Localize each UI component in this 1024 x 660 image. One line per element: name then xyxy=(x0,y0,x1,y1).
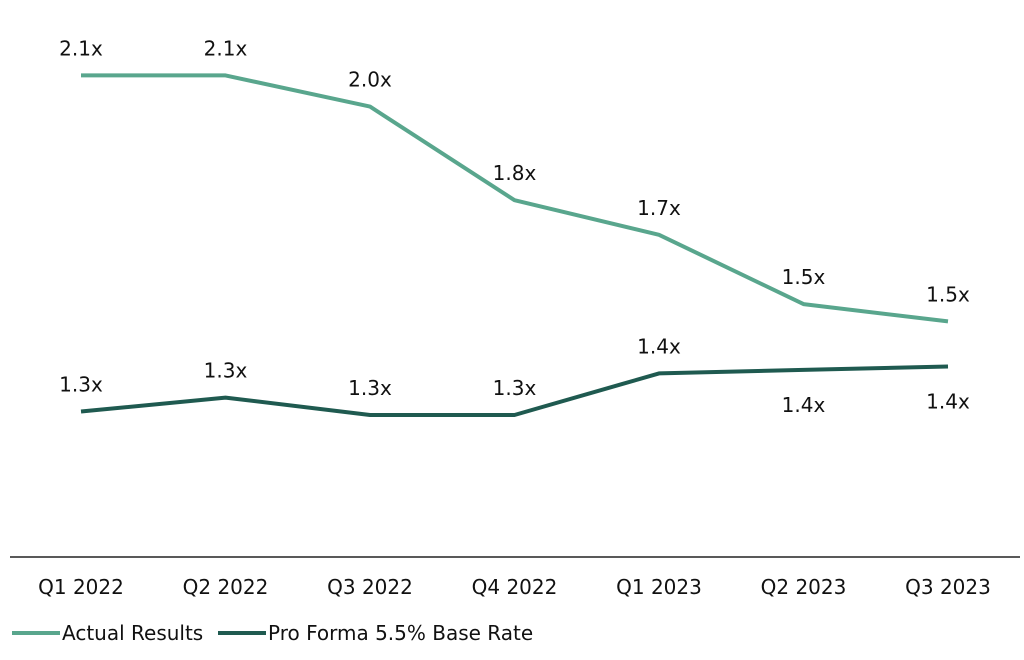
data-label-s0-6: 1.5x xyxy=(926,282,970,306)
data-label-s1-3: 1.3x xyxy=(493,376,537,400)
x-tick-label: Q4 2022 xyxy=(472,575,558,599)
data-label-s0-4: 1.7x xyxy=(637,196,681,220)
data-label-layer: 2.1x 2.1x 2.0x 1.8x 1.7x 1.5x 1.5x 1.3x 1.3x 1.3x… xyxy=(59,36,970,417)
data-label-s1-6: 1.4x xyxy=(926,390,970,414)
data-label-s0-0: 2.1x xyxy=(59,36,103,60)
x-tick-label: Q2 2023 xyxy=(761,575,847,599)
x-tick-label: Q1 2022 xyxy=(38,575,124,599)
series-line-1 xyxy=(80,364,949,417)
x-tick-label: Q3 2022 xyxy=(327,575,413,599)
legend: Actual Results Pro Forma 5.5% Base Rate xyxy=(12,621,533,645)
series-line-0 xyxy=(81,73,949,324)
data-label-s1-4: 1.4x xyxy=(637,334,681,358)
data-label-s0-5: 1.5x xyxy=(782,265,826,289)
legend-label-actual-results: Actual Results xyxy=(62,621,203,645)
data-label-s1-1: 1.3x xyxy=(204,359,248,383)
data-label-s0-1: 2.1x xyxy=(204,36,248,60)
series-layer xyxy=(80,73,949,417)
x-tick-label: Q2 2022 xyxy=(183,575,269,599)
data-label-s1-5: 1.4x xyxy=(782,393,826,417)
data-label-s1-2: 1.3x xyxy=(348,376,392,400)
data-label-s0-2: 2.0x xyxy=(348,68,392,92)
data-label-s0-3: 1.8x xyxy=(493,161,537,185)
x-tick-labels: Q1 2022 Q2 2022 Q3 2022 Q4 2022 Q1 2023 Q2 20… xyxy=(38,575,991,599)
legend-label-pro-forma: Pro Forma 5.5% Base Rate xyxy=(268,621,533,645)
x-tick-label: Q1 2023 xyxy=(616,575,702,599)
x-tick-label: Q3 2023 xyxy=(905,575,991,599)
data-label-s1-0: 1.3x xyxy=(59,373,103,397)
